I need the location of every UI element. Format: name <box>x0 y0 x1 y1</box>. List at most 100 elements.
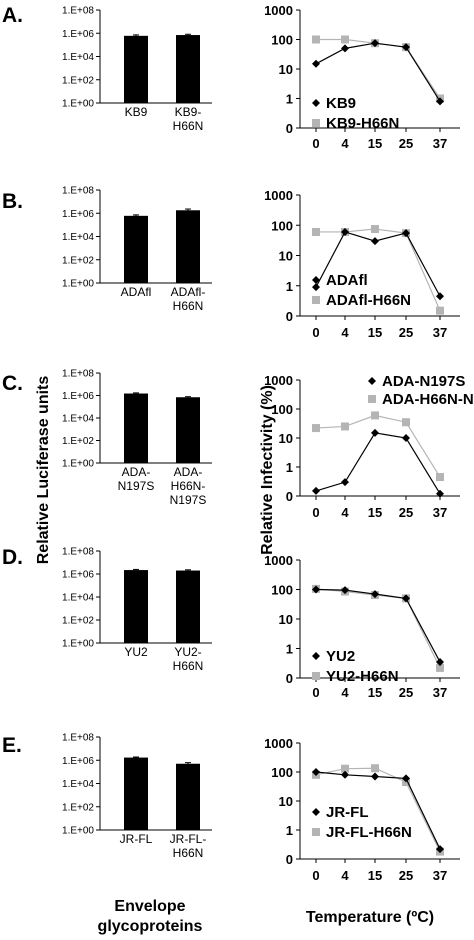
data-point <box>436 97 444 106</box>
data-point <box>436 306 444 315</box>
data-point <box>341 44 349 53</box>
line-x-tick-label: 4 <box>341 136 349 151</box>
legend-marker <box>312 828 320 836</box>
legend-entry: ADAfl <box>326 272 368 289</box>
bar-y-tick-label: 1.E+08 <box>62 547 94 558</box>
legend-marker <box>312 296 320 304</box>
bar-category-label: ADA- <box>122 465 151 479</box>
data-point <box>436 473 444 482</box>
line-y-tick-label: 0 <box>286 309 293 324</box>
bar-y-tick-label: 1.E+02 <box>62 802 94 813</box>
bar-y-tick-label: 1.E+00 <box>62 279 94 290</box>
data-point <box>436 657 444 666</box>
bar-category-label: YU2 <box>124 645 148 659</box>
line-x-tick-label: 4 <box>341 505 349 520</box>
data-point <box>312 59 320 68</box>
bar-y-tick-label: 1.E+08 <box>62 186 94 197</box>
legend-entry: KB9 <box>326 95 356 112</box>
bar-y-tick-label: 1.E+02 <box>62 436 94 447</box>
line-y-tick-label: 1000 <box>264 373 293 388</box>
data-point <box>341 586 349 595</box>
line-y-tick-label: 10 <box>279 794 293 809</box>
data-point <box>312 35 320 44</box>
bar <box>176 397 200 463</box>
bar-category-label: H66N <box>173 299 204 313</box>
bar <box>176 763 200 830</box>
line-y-tick-label: 1 <box>286 92 293 107</box>
line-y-tick-label: 100 <box>271 33 293 48</box>
line-x-tick-label: 37 <box>433 136 447 151</box>
bar-y-tick-label: 1.E+04 <box>62 593 94 604</box>
legend-entry: KB9-H66N <box>326 115 399 132</box>
legend-entry: JR-FL-H66N <box>326 824 412 841</box>
bar-category-label: ADAfl- <box>171 285 206 299</box>
line-y-tick-label: 10 <box>279 612 293 627</box>
line-y-tick-label: 0 <box>286 489 293 504</box>
series-line <box>315 432 441 495</box>
bar-category-label: KB9 <box>125 105 148 119</box>
bar-category-label: H66N <box>173 659 204 673</box>
line-x-tick-label: 0 <box>312 685 319 700</box>
data-point <box>402 418 410 427</box>
line-x-tick-label: 15 <box>368 136 382 151</box>
line-x-tick-label: 15 <box>368 868 382 883</box>
line-x-tick-label: 25 <box>399 325 413 340</box>
line-x-tick-label: 0 <box>312 505 319 520</box>
line-y-tick-label: 100 <box>271 583 293 598</box>
line-x-tick-label: 25 <box>399 868 413 883</box>
legend-marker <box>312 652 320 660</box>
bar-y-tick-label: 1.E+06 <box>62 29 94 40</box>
panel-label-e: E. <box>2 734 22 757</box>
bar-category-label: KB9- <box>175 105 202 119</box>
bar-y-tick-label: 1.E+04 <box>62 414 94 425</box>
series-line <box>315 414 441 478</box>
legend-marker <box>312 276 320 284</box>
line-x-tick-label: 0 <box>312 325 319 340</box>
data-point <box>436 489 444 498</box>
line-y-tick-label: 0 <box>286 121 293 136</box>
line-x-tick-label: 25 <box>399 505 413 520</box>
bar-y-tick-label: 1.E+08 <box>62 369 94 380</box>
line-x-tick-label: 15 <box>368 685 382 700</box>
line-y-tick-label: 1000 <box>264 3 293 18</box>
data-point <box>341 422 349 431</box>
line-y-tick-label: 10 <box>279 62 293 77</box>
line-y-tick-label: 1000 <box>264 188 293 203</box>
data-point <box>402 229 410 238</box>
data-point <box>312 283 320 292</box>
bar <box>124 757 148 830</box>
legend-marker <box>312 99 320 107</box>
line-x-tick-label: 25 <box>399 136 413 151</box>
line-y-tick-label: 1 <box>286 823 293 838</box>
line-x-tick-label: 4 <box>341 325 349 340</box>
bar-y-tick-label: 1.E+06 <box>62 756 94 767</box>
bar-y-tick-label: 1.E+00 <box>62 826 94 837</box>
bar <box>124 393 148 463</box>
data-point <box>371 39 379 48</box>
bar-y-tick-label: 1.E+04 <box>62 779 94 790</box>
line-y-tick-label: 10 <box>279 249 293 264</box>
legend-marker <box>312 808 320 816</box>
right-x-axis-title: Temperature (ºC) <box>306 909 434 926</box>
series-line <box>316 38 441 99</box>
bar-y-tick-label: 1.E+04 <box>62 232 94 243</box>
line-x-tick-label: 37 <box>433 868 447 883</box>
panel-label-c: C. <box>2 372 23 395</box>
bar-y-tick-label: 1.E+02 <box>62 75 94 86</box>
bar <box>124 35 148 103</box>
left-x-axis-title-line1: Envelope <box>114 898 185 915</box>
line-y-tick-label: 0 <box>286 671 293 686</box>
data-point <box>402 774 410 783</box>
data-point <box>312 227 320 236</box>
data-point <box>371 428 379 437</box>
legend-entry: YU2-H66N <box>326 668 399 685</box>
data-point <box>341 770 349 779</box>
data-point <box>371 764 379 773</box>
legend-entry: ADAfl-H66N <box>326 292 411 309</box>
line-y-tick-label: 100 <box>271 402 293 417</box>
bar-y-tick-label: 1.E+06 <box>62 391 94 402</box>
legend-entry: ADA-N197S <box>382 373 465 390</box>
data-point <box>312 768 320 776</box>
data-point <box>312 585 320 594</box>
bar-y-tick-label: 1.E+00 <box>62 459 94 470</box>
